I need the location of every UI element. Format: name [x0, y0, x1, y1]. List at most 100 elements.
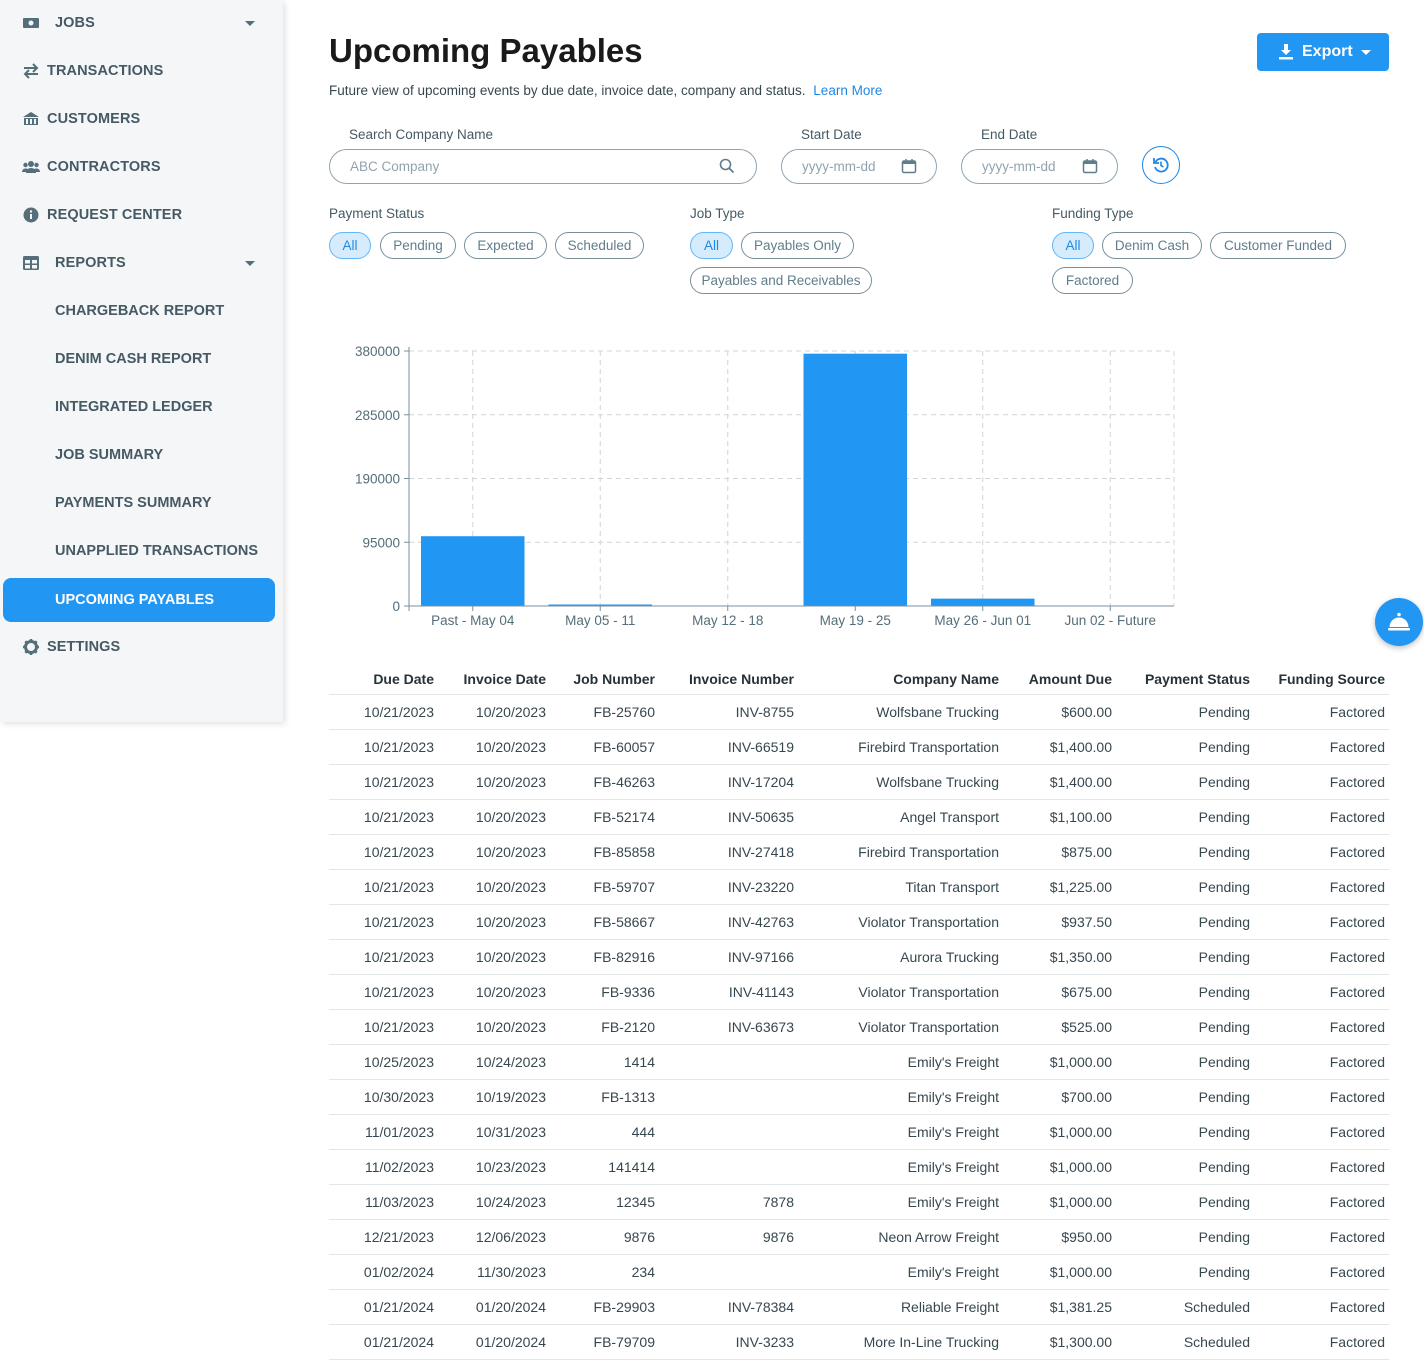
column-header[interactable]: Due Date: [373, 671, 434, 687]
reset-filters-button[interactable]: [1142, 146, 1180, 184]
column-header[interactable]: Payment Status: [1144, 671, 1250, 687]
table-cell: Factored: [1329, 879, 1385, 895]
funding-type-chip-customer-funded[interactable]: Customer Funded: [1210, 232, 1346, 259]
table-row[interactable]: 10/21/2023 10/20/2023 FB-85858 INV-27418 Fir…: [329, 835, 1389, 870]
table-cell: Wolfsbane Trucking: [876, 774, 999, 790]
column-header[interactable]: Funding Source: [1278, 671, 1385, 687]
sidebar-item-contractors[interactable]: CONTRACTORS: [0, 145, 283, 189]
chevron-down-icon[interactable]: [245, 20, 255, 26]
payment-status-chip-pending[interactable]: Pending: [380, 232, 456, 259]
job-type-chip-all[interactable]: All: [690, 232, 733, 259]
funding-type-chip-denim-cash[interactable]: Denim Cash: [1102, 232, 1202, 259]
table-row[interactable]: 01/21/2024 01/20/2024 FB-29903 INV-78384 Rel…: [329, 1290, 1389, 1325]
table-row[interactable]: 10/25/2023 10/24/2023 1414 Emily's Freight $…: [329, 1045, 1389, 1080]
sidebar-item-transactions[interactable]: TRANSACTIONS: [0, 49, 283, 93]
table-cell: 10/20/2023: [475, 774, 546, 790]
table-row[interactable]: 01/21/2024 01/20/2024 FB-79709 INV-3233 More…: [329, 1325, 1389, 1360]
table-row[interactable]: 10/21/2023 10/20/2023 FB-2120 INV-63673 Viol…: [329, 1010, 1389, 1045]
sidebar-item-reports[interactable]: REPORTS: [0, 241, 283, 285]
job-type-chip-payables-only[interactable]: Payables Only: [741, 232, 854, 259]
page-subtitle: Future view of upcoming events by due da…: [329, 83, 882, 98]
table-row[interactable]: 10/21/2023 10/20/2023 FB-82916 INV-97166 Aur…: [329, 940, 1389, 975]
funding-type-chip-factored[interactable]: Factored: [1052, 267, 1133, 294]
column-header[interactable]: Company Name: [893, 671, 999, 687]
sidebar-item-payments-summary[interactable]: PAYMENTS SUMMARY: [0, 481, 283, 525]
table-cell: Scheduled: [1183, 1334, 1250, 1350]
table-cell: 11/02/2023: [364, 1159, 434, 1175]
column-header[interactable]: Invoice Number: [688, 671, 794, 687]
table-row[interactable]: 12/21/2023 12/06/2023 9876 9876 Neon Arrow F…: [329, 1220, 1389, 1255]
table-cell: INV-17204: [727, 774, 794, 790]
start-date-placeholder: yyyy-mm-dd: [802, 159, 876, 174]
table-cell: Pending: [1198, 809, 1250, 825]
end-date-field[interactable]: yyyy-mm-dd: [961, 149, 1118, 184]
sidebar-item-upcoming-payables[interactable]: UPCOMING PAYABLES: [3, 578, 275, 622]
job-type-chip-payables-receivables[interactable]: Payables and Receivables: [690, 267, 872, 294]
table-cell: FB-46263: [593, 774, 655, 790]
table-cell: 9876: [762, 1229, 794, 1245]
help-fab-button[interactable]: [1375, 598, 1423, 646]
table-cell: INV-50635: [727, 809, 794, 825]
sidebar-item-jobs[interactable]: JOBS: [0, 1, 283, 45]
table-cell: $1,100.00: [1049, 809, 1112, 825]
table-cell: Emily's Freight: [907, 1124, 999, 1140]
table-cell: Pending: [1198, 949, 1250, 965]
table-cell: 01/21/2024: [363, 1299, 434, 1315]
table-row[interactable]: 11/01/2023 10/31/2023 444 Emily's Freight $1…: [329, 1115, 1389, 1150]
table-cell: Violator Transportation: [858, 1019, 999, 1035]
table-cell: 10/21/2023: [363, 844, 434, 860]
table-cell: INV-66519: [727, 739, 794, 755]
table-row[interactable]: 10/21/2023 10/20/2023 FB-25760 INV-8755 Wolf…: [329, 695, 1389, 730]
export-button[interactable]: Export: [1257, 33, 1389, 71]
table-cell: FB-25760: [593, 704, 655, 720]
sidebar-item-settings[interactable]: SETTINGS: [0, 625, 283, 669]
table-row[interactable]: 10/21/2023 10/20/2023 FB-46263 INV-17204 Wol…: [329, 765, 1389, 800]
table-cell: Pending: [1198, 1019, 1250, 1035]
table-cell: FB-1313: [601, 1089, 655, 1105]
sidebar-item-label: JOBS: [55, 15, 95, 31]
column-header[interactable]: Job Number: [573, 671, 655, 687]
table-row[interactable]: 11/02/2023 10/23/2023 141414 Emily's Freigh…: [329, 1150, 1389, 1185]
table-cell: 1414: [623, 1054, 655, 1070]
bar: [931, 598, 1035, 606]
table-row[interactable]: 10/21/2023 10/20/2023 FB-58667 INV-42763 Vio…: [329, 905, 1389, 940]
table-row[interactable]: 10/21/2023 10/20/2023 FB-60057 INV-66519 Fir…: [329, 730, 1389, 765]
payment-status-chip-scheduled[interactable]: Scheduled: [555, 232, 644, 259]
table-cell: 10/20/2023: [475, 984, 546, 1000]
start-date-field[interactable]: yyyy-mm-dd: [781, 149, 937, 184]
funding-type-chip-all[interactable]: All: [1052, 232, 1094, 259]
table-cell: Factored: [1329, 1264, 1385, 1280]
payment-status-chip-expected[interactable]: Expected: [464, 232, 547, 259]
search-input[interactable]: ABC Company: [329, 149, 757, 184]
table-row[interactable]: 10/30/2023 10/19/2023 FB-1313 Emily's Freig…: [329, 1080, 1389, 1115]
table-row[interactable]: 10/21/2023 10/20/2023 FB-52174 INV-50635 Ang…: [329, 800, 1389, 835]
reset-icon: [1153, 157, 1169, 173]
sidebar-item-label: REPORTS: [55, 255, 126, 271]
table-cell: $600.00: [1061, 704, 1112, 720]
column-header[interactable]: Invoice Date: [463, 671, 546, 687]
sidebar-item-customers[interactable]: CUSTOMERS: [0, 97, 283, 141]
payment-status-chip-all[interactable]: All: [329, 232, 371, 259]
sidebar-item-chargeback-report[interactable]: CHARGEBACK REPORT: [0, 289, 283, 333]
sidebar-item-integrated-ledger[interactable]: INTEGRATED LEDGER: [0, 385, 283, 429]
x-tick-label: Past - May 04: [431, 613, 515, 628]
table-cell: Pending: [1198, 1054, 1250, 1070]
table-row[interactable]: 10/21/2023 10/20/2023 FB-59707 INV-23220 Tit…: [329, 870, 1389, 905]
table-row[interactable]: 10/21/2023 10/20/2023 FB-9336 INV-41143 Viol…: [329, 975, 1389, 1010]
calendar-icon[interactable]: [901, 158, 917, 174]
table-cell: $950.00: [1061, 1229, 1112, 1245]
column-header[interactable]: Amount Due: [1028, 671, 1112, 687]
calendar-icon[interactable]: [1082, 158, 1098, 174]
table-cell: $1,225.00: [1049, 879, 1112, 895]
table-cell: $1,400.00: [1049, 739, 1112, 755]
learn-more-link[interactable]: Learn More: [813, 83, 883, 98]
sidebar-item-job-summary[interactable]: JOB SUMMARY: [0, 433, 283, 477]
chevron-down-icon[interactable]: [245, 260, 255, 266]
table-cell: FB-59707: [593, 879, 655, 895]
sidebar-item-denim-cash-report[interactable]: DENIM CASH REPORT: [0, 337, 283, 381]
sidebar-item-unapplied-transactions[interactable]: UNAPPLIED TRANSACTIONS: [0, 529, 283, 573]
table-row[interactable]: 11/03/2023 10/24/2023 12345 7878 Emily's Fre…: [329, 1185, 1389, 1220]
sidebar-item-request-center[interactable]: REQUEST CENTER: [0, 193, 283, 237]
table-row[interactable]: 01/02/2024 11/30/2023 234 Emily's Freight $1…: [329, 1255, 1389, 1290]
table-cell: 10/21/2023: [363, 739, 434, 755]
